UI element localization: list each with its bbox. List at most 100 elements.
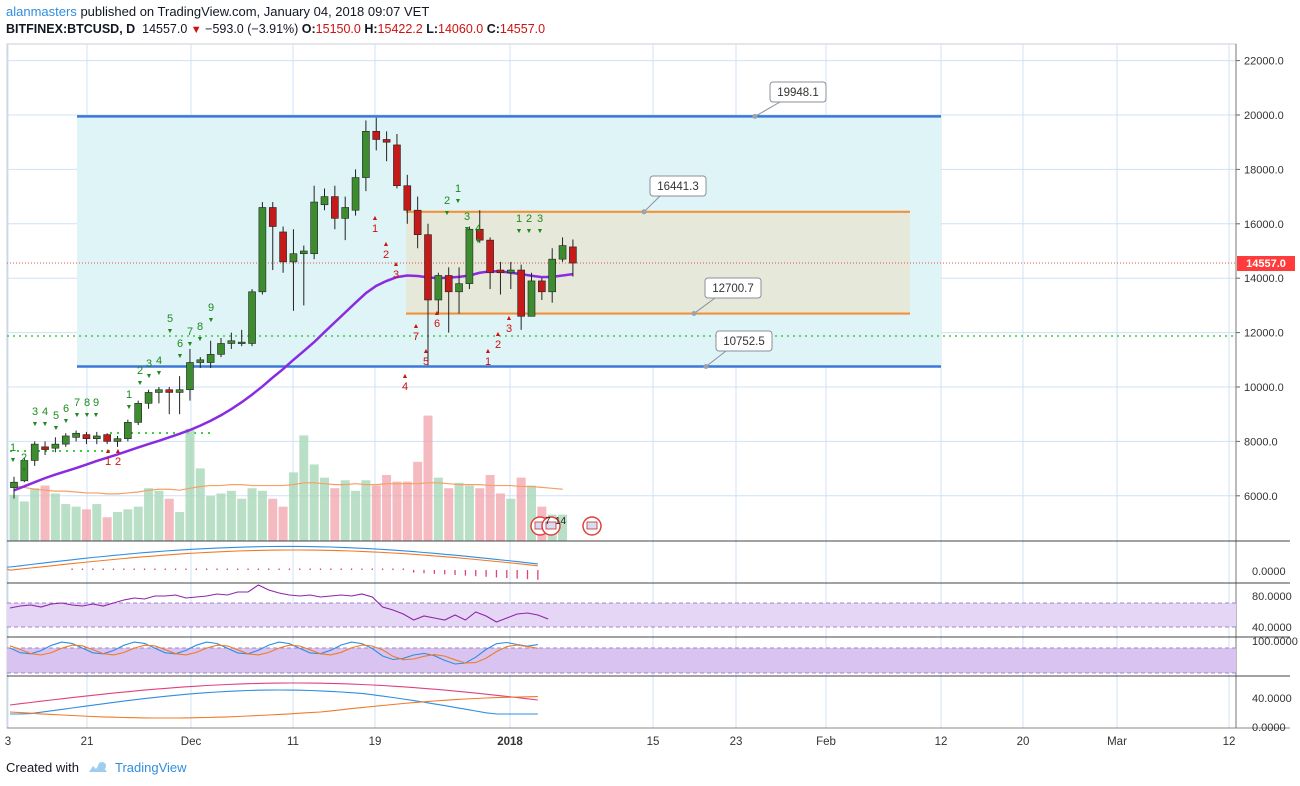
candle-body	[196, 359, 205, 363]
time-tick-label: 19	[369, 736, 382, 748]
stoch-d-line	[9, 644, 538, 664]
candle-body	[103, 434, 111, 442]
candle-body	[258, 207, 267, 293]
price-tick-label: 20000.0	[1244, 110, 1284, 122]
candle-body	[206, 354, 215, 363]
price-tick-label: 18000.0	[1244, 164, 1284, 176]
td-setup-red-number: 6	[434, 318, 440, 330]
open-value: 15150.0	[315, 22, 361, 36]
chart-title-line: alanmasters published on TradingView.com…	[6, 4, 429, 19]
rsi-tick-label: 80.0000	[1252, 591, 1292, 603]
candle-body	[299, 250, 308, 255]
candle-body	[506, 269, 515, 274]
candle-body	[403, 185, 412, 211]
candle-body	[134, 403, 142, 423]
price-tick-label: 6000.0	[1244, 491, 1278, 503]
td-setup-green-number: 7	[74, 397, 80, 409]
candle-body	[517, 269, 525, 317]
close-value: 14557.0	[499, 22, 546, 36]
macd-tick-label: 0.0000	[1252, 566, 1286, 578]
callout-anchor	[691, 311, 697, 317]
author-link[interactable]: alanmasters	[6, 4, 77, 19]
td-red-triangle-icon: ▲	[423, 348, 430, 355]
td-red-triangle-icon: ▲	[372, 215, 379, 222]
candle-body	[538, 280, 546, 293]
volume-bar	[351, 490, 361, 541]
us-flag-icon	[545, 521, 557, 530]
candle-body	[144, 392, 153, 404]
candle-body	[165, 389, 174, 393]
td-setup-red-number: 2	[495, 339, 501, 351]
volume-bar	[175, 511, 185, 541]
td-green-triangle-icon: ▼	[208, 317, 215, 324]
volume-bar	[527, 485, 536, 541]
rsi-tick-label: 40.0000	[1252, 622, 1292, 634]
td-green-triangle-icon: ▼	[63, 418, 70, 425]
td-red-triangle-icon: ▲	[402, 373, 409, 380]
price-tick-label: 10000.0	[1244, 382, 1284, 394]
published-text: published on TradingView.com, January 04…	[80, 4, 430, 19]
price-tick-label: 16000.0	[1244, 219, 1284, 231]
td-green-triangle-icon: ▼	[197, 336, 204, 343]
dmi-minus-line	[9, 696, 538, 719]
volume-bar	[361, 480, 371, 541]
callout-value: 12700.7	[712, 283, 754, 295]
candle-body	[382, 139, 391, 143]
candle-body	[10, 481, 18, 488]
td-green-triangle-icon: ▼	[126, 404, 133, 411]
volume-bar	[154, 490, 164, 541]
volume-bar	[164, 498, 174, 541]
callout-pointer	[705, 350, 727, 367]
td-green-triangle-icon: ▼	[93, 412, 100, 419]
candle-body	[20, 460, 29, 482]
volume-bar	[330, 488, 340, 541]
tradingview-link[interactable]: TradingView	[114, 760, 187, 775]
candle-body	[351, 177, 360, 211]
volume-bar	[506, 498, 516, 541]
volume-bar	[133, 506, 143, 541]
time-tick-label: 23	[730, 736, 743, 748]
td-green-triangle-icon: ▼	[74, 412, 81, 419]
candle-body	[217, 343, 225, 355]
price-tick-label: 14000.0	[1244, 273, 1284, 285]
volume-bar	[257, 490, 267, 541]
high-label: H:	[364, 22, 378, 36]
volume-bar	[206, 496, 216, 541]
candle-body	[434, 275, 443, 301]
volume-bar	[516, 477, 526, 541]
time-tick-label: 11	[287, 736, 299, 748]
volume-bar	[237, 498, 247, 541]
callout-anchor	[703, 364, 709, 370]
macd-line	[7, 545, 538, 568]
volume-bar	[495, 493, 505, 541]
candle-body	[331, 196, 339, 219]
td-setup-green-number: 9	[208, 302, 214, 314]
td-setup-red-number: 1	[485, 356, 491, 368]
td-setup-green-number: 1	[10, 442, 16, 454]
time-tick-label: Mar	[1107, 736, 1127, 748]
volume-bar	[113, 511, 122, 541]
callout-anchor	[752, 113, 758, 119]
td-green-triangle-icon: ▼	[444, 210, 451, 217]
td-setup-red-number: 1	[372, 223, 378, 235]
td-setup-green-number: 1	[126, 389, 132, 401]
volume-bar	[475, 488, 485, 541]
callout-pointer	[754, 101, 781, 117]
low-label: L:	[426, 22, 439, 36]
callout-box	[715, 330, 773, 352]
event-day: 14	[555, 516, 567, 527]
td-setup-green-number: 6	[63, 403, 69, 415]
td-setup-red-number: 3	[393, 269, 399, 281]
td-red-triangle-icon: ▲	[506, 315, 513, 322]
td-setup-red-number: 4	[402, 381, 408, 393]
td-green-triangle-icon: ▼	[537, 228, 544, 235]
close-label: C:	[486, 22, 500, 36]
td-green-triangle-icon: ▼	[84, 412, 91, 419]
candle-body	[486, 239, 494, 274]
td-red-triangle-icon: ▲	[413, 323, 420, 330]
candle-body	[289, 253, 298, 263]
td-green-triangle-icon: ▼	[146, 373, 153, 380]
candle-body	[320, 196, 329, 206]
volume-bar	[464, 485, 474, 541]
